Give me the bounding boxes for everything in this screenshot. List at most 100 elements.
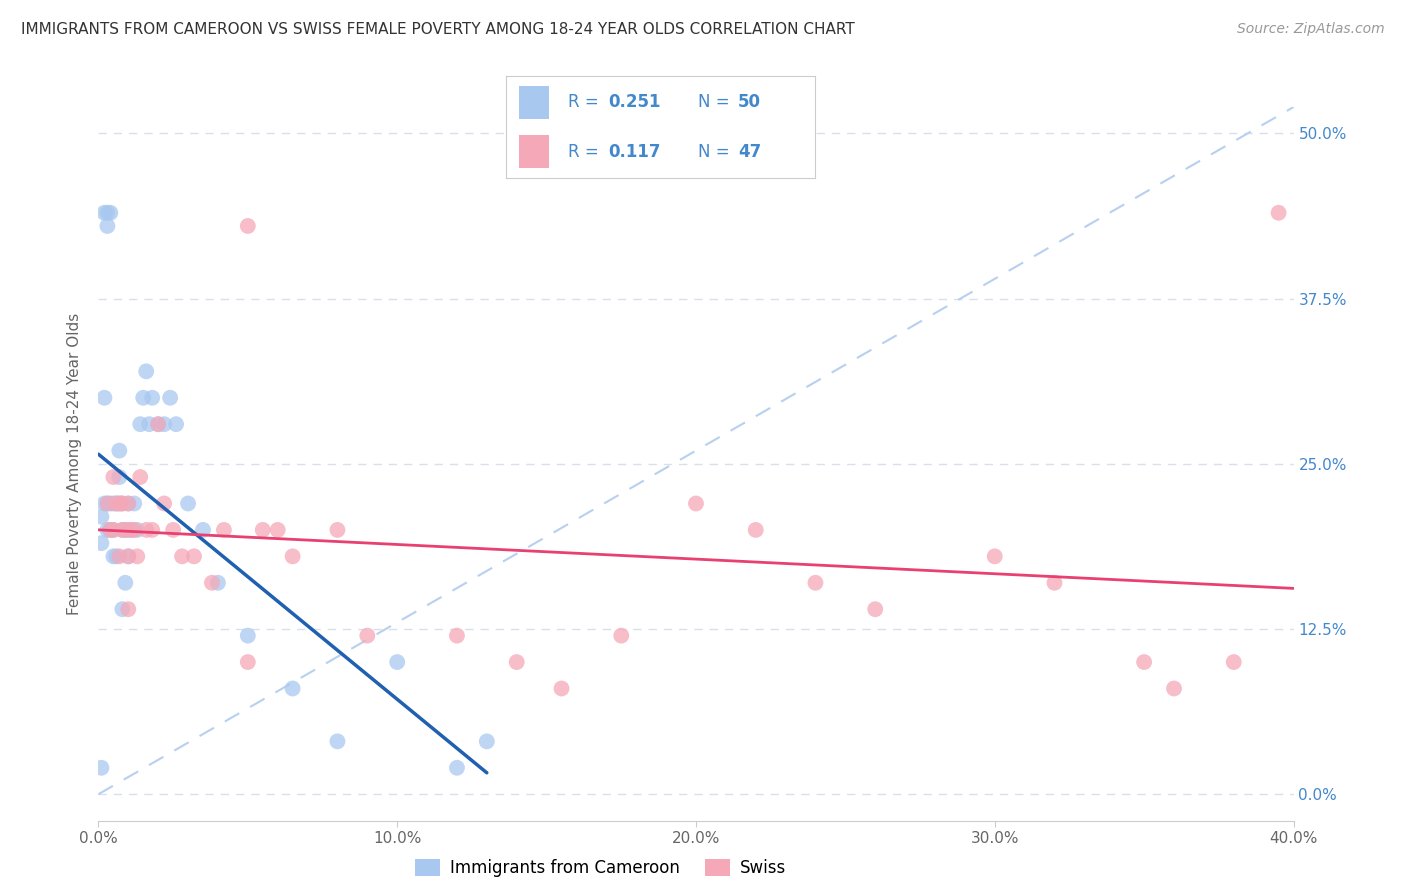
Point <box>108 496 131 510</box>
Text: N =: N = <box>697 94 735 112</box>
Point <box>1163 681 1185 696</box>
Point <box>129 470 152 484</box>
Point <box>132 391 155 405</box>
Point <box>153 417 176 432</box>
Point <box>93 206 115 220</box>
Point <box>281 681 304 696</box>
Text: 0.117: 0.117 <box>609 143 661 161</box>
Point <box>138 417 160 432</box>
Point <box>103 496 125 510</box>
Point <box>129 417 152 432</box>
Point <box>111 496 134 510</box>
Point <box>96 219 118 233</box>
Point <box>153 496 176 510</box>
Point <box>865 602 887 616</box>
Point <box>135 364 157 378</box>
Point <box>111 523 134 537</box>
Point <box>326 734 349 748</box>
Point <box>267 523 290 537</box>
Point <box>148 417 170 432</box>
Point <box>114 523 136 537</box>
Point <box>177 496 200 510</box>
Point <box>111 496 134 510</box>
Point <box>475 734 498 748</box>
Point <box>117 523 139 537</box>
Point <box>100 496 122 510</box>
Point <box>201 575 224 590</box>
Point <box>1223 655 1246 669</box>
Point <box>326 523 349 537</box>
Point <box>108 549 131 564</box>
Point <box>103 549 125 564</box>
Point <box>207 575 229 590</box>
Point <box>550 681 572 696</box>
Point <box>141 391 163 405</box>
Point <box>984 549 1007 564</box>
Point <box>1133 655 1156 669</box>
Point <box>105 496 128 510</box>
Point <box>212 523 235 537</box>
Point <box>191 523 214 537</box>
Bar <box>519 87 550 119</box>
Point <box>165 417 187 432</box>
Point <box>446 761 468 775</box>
Point <box>1267 206 1289 220</box>
Point <box>105 496 128 510</box>
Text: 0.251: 0.251 <box>609 94 661 112</box>
Point <box>745 523 768 537</box>
Text: IMMIGRANTS FROM CAMEROON VS SWISS FEMALE POVERTY AMONG 18-24 YEAR OLDS CORRELATI: IMMIGRANTS FROM CAMEROON VS SWISS FEMALE… <box>21 22 855 37</box>
Point <box>141 523 163 537</box>
Point <box>117 496 139 510</box>
Point <box>96 496 118 510</box>
Point <box>103 470 125 484</box>
Point <box>162 523 184 537</box>
Text: N =: N = <box>697 143 735 161</box>
Point <box>685 496 707 510</box>
Text: R =: R = <box>568 94 605 112</box>
Point <box>103 523 125 537</box>
Point <box>804 575 827 590</box>
Y-axis label: Female Poverty Among 18-24 Year Olds: Female Poverty Among 18-24 Year Olds <box>67 313 83 615</box>
Point <box>135 523 157 537</box>
Point <box>172 549 194 564</box>
Point <box>236 219 259 233</box>
Legend: Immigrants from Cameroon, Swiss: Immigrants from Cameroon, Swiss <box>408 852 793 884</box>
Point <box>108 496 131 510</box>
Point <box>111 523 134 537</box>
Point <box>96 523 118 537</box>
Point <box>120 523 142 537</box>
Text: 50: 50 <box>738 94 761 112</box>
Point <box>114 523 136 537</box>
Point <box>111 602 134 616</box>
Point <box>108 470 131 484</box>
Point <box>96 496 118 510</box>
Point <box>100 523 122 537</box>
Point <box>114 575 136 590</box>
Point <box>120 523 142 537</box>
Point <box>103 523 125 537</box>
Point <box>100 523 122 537</box>
Point <box>90 509 112 524</box>
Point <box>100 206 122 220</box>
Point <box>236 629 259 643</box>
Point <box>148 417 170 432</box>
Point <box>117 549 139 564</box>
Point <box>117 496 139 510</box>
Point <box>446 629 468 643</box>
Text: R =: R = <box>568 143 605 161</box>
Point <box>183 549 205 564</box>
Point <box>93 496 115 510</box>
Point <box>108 443 131 458</box>
Point <box>90 761 112 775</box>
Point <box>1043 575 1066 590</box>
Point <box>159 391 181 405</box>
Point <box>93 391 115 405</box>
Point <box>356 629 378 643</box>
Point <box>127 549 149 564</box>
Point <box>385 655 409 669</box>
Point <box>506 655 529 669</box>
Point <box>117 549 139 564</box>
Point <box>124 523 146 537</box>
Point <box>236 655 259 669</box>
Point <box>252 523 274 537</box>
